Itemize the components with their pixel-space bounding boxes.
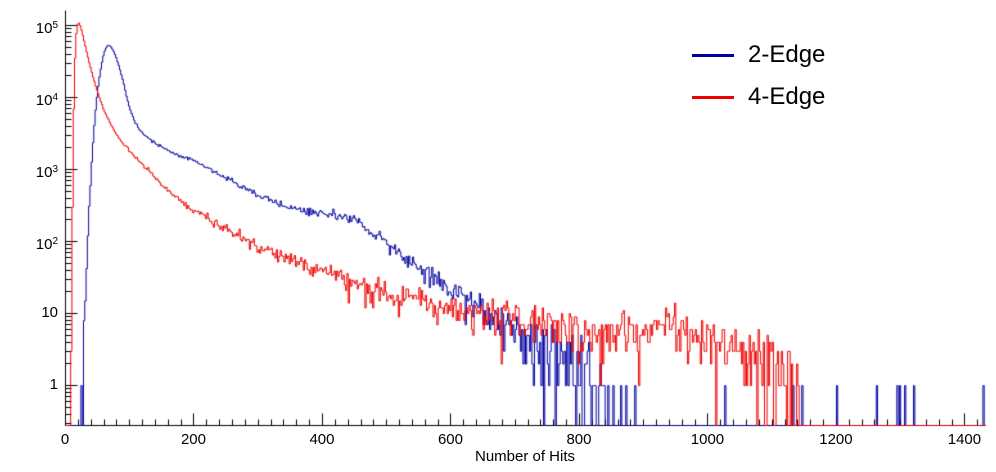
root-histogram-figure: Number of Hits 2-Edge 4-Edge 0 200 400 600 8… — [0, 0, 996, 472]
plot-canvas — [0, 0, 996, 472]
